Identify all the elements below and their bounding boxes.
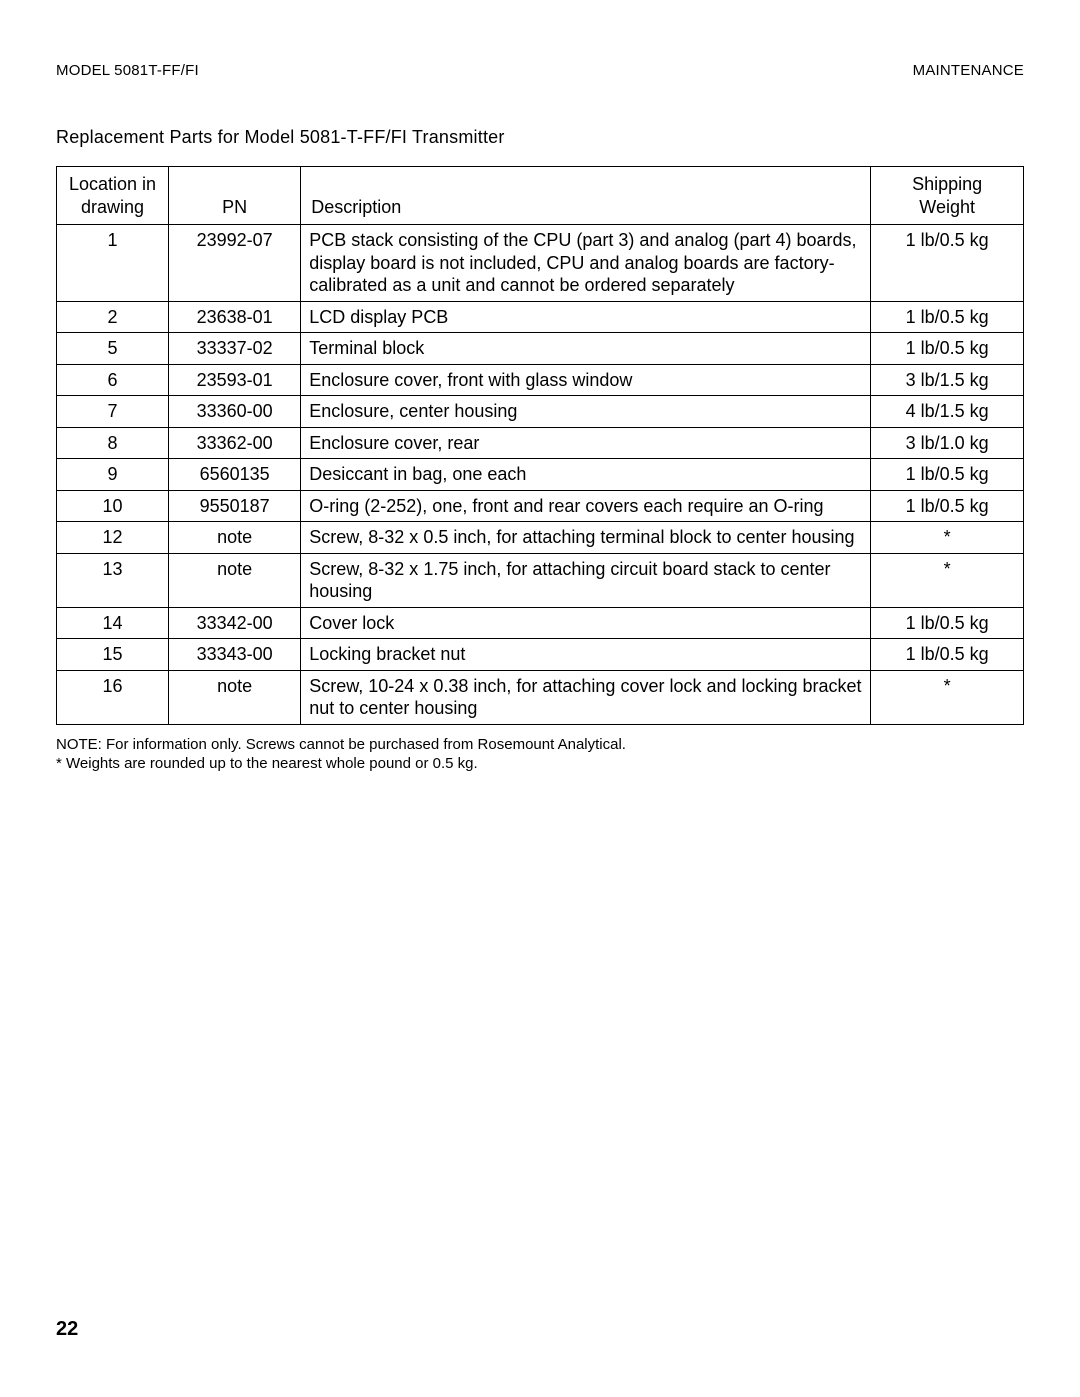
cell-description: Screw, 10-24 x 0.38 inch, for attaching … [301,670,871,724]
cell-weight: * [871,522,1024,554]
col-header-pn-spacer [177,173,292,196]
table-row: 16noteScrew, 10-24 x 0.38 inch, for atta… [57,670,1024,724]
cell-pn: 23593-01 [168,364,300,396]
table-row: 1433342-00Cover lock1 lb/0.5 kg [57,607,1024,639]
table-row: 1533343-00Locking bracket nut1 lb/0.5 kg [57,639,1024,671]
cell-location: 2 [57,301,169,333]
cell-pn: note [168,553,300,607]
cell-location: 15 [57,639,169,671]
cell-description: Enclosure, center housing [301,396,871,428]
cell-description: Desiccant in bag, one each [301,459,871,491]
cell-pn: 23638-01 [168,301,300,333]
table-title: Replacement Parts for Model 5081-T-FF/FI… [56,127,1024,148]
cell-weight: 1 lb/0.5 kg [871,490,1024,522]
cell-description: Cover lock [301,607,871,639]
table-row: 12noteScrew, 8-32 x 0.5 inch, for attach… [57,522,1024,554]
table-row: 96560135Desiccant in bag, one each1 lb/0… [57,459,1024,491]
table-body: 123992-07PCB stack consisting of the CPU… [57,225,1024,725]
cell-location: 10 [57,490,169,522]
col-header-weight-line1: Shipping [879,173,1015,196]
col-header-desc-label: Description [311,196,862,219]
cell-weight: 1 lb/0.5 kg [871,333,1024,365]
col-header-description: Description [301,167,871,225]
col-header-location: Location in drawing [57,167,169,225]
table-row: 733360-00Enclosure, center housing4 lb/1… [57,396,1024,428]
table-header-row: Location in drawing PN Description Shipp… [57,167,1024,225]
cell-location: 6 [57,364,169,396]
cell-weight: 4 lb/1.5 kg [871,396,1024,428]
cell-pn: 33343-00 [168,639,300,671]
cell-location: 7 [57,396,169,428]
parts-table: Location in drawing PN Description Shipp… [56,166,1024,725]
cell-pn: note [168,522,300,554]
table-row: 833362-00Enclosure cover, rear3 lb/1.0 k… [57,427,1024,459]
cell-pn: 33342-00 [168,607,300,639]
cell-weight: * [871,670,1024,724]
cell-weight: 1 lb/0.5 kg [871,225,1024,302]
cell-weight: 1 lb/0.5 kg [871,301,1024,333]
cell-weight: 3 lb/1.0 kg [871,427,1024,459]
table-row: 623593-01Enclosure cover, front with gla… [57,364,1024,396]
cell-description: Locking bracket nut [301,639,871,671]
cell-location: 14 [57,607,169,639]
footnotes: NOTE: For information only. Screws canno… [56,735,1024,774]
header-right: MAINTENANCE [913,62,1024,79]
cell-description: O-ring (2-252), one, front and rear cove… [301,490,871,522]
cell-pn: note [168,670,300,724]
col-header-location-line2: drawing [65,196,160,219]
footnote-line2: * Weights are rounded up to the nearest … [56,754,1024,774]
cell-pn: 33337-02 [168,333,300,365]
cell-description: Enclosure cover, rear [301,427,871,459]
cell-description: Enclosure cover, front with glass window [301,364,871,396]
page-number: 22 [56,1318,78,1341]
cell-description: Terminal block [301,333,871,365]
cell-description: PCB stack consisting of the CPU (part 3)… [301,225,871,302]
table-row: 13noteScrew, 8-32 x 1.75 inch, for attac… [57,553,1024,607]
col-header-weight-line2: Weight [879,196,1015,219]
col-header-pn-label: PN [177,196,292,219]
cell-location: 16 [57,670,169,724]
cell-pn: 33360-00 [168,396,300,428]
col-header-location-line1: Location in [65,173,160,196]
cell-pn: 23992-07 [168,225,300,302]
cell-location: 1 [57,225,169,302]
header-left: MODEL 5081T-FF/FI [56,62,199,79]
document-page: MODEL 5081T-FF/FI MAINTENANCE Replacemen… [0,0,1080,1397]
table-row: 109550187O-ring (2-252), one, front and … [57,490,1024,522]
cell-weight: * [871,553,1024,607]
col-header-pn: PN [168,167,300,225]
cell-location: 9 [57,459,169,491]
col-header-weight: Shipping Weight [871,167,1024,225]
table-row: 123992-07PCB stack consisting of the CPU… [57,225,1024,302]
table-row: 223638-01LCD display PCB1 lb/0.5 kg [57,301,1024,333]
cell-weight: 3 lb/1.5 kg [871,364,1024,396]
cell-description: Screw, 8-32 x 0.5 inch, for attaching te… [301,522,871,554]
col-header-desc-spacer [311,173,862,196]
cell-location: 8 [57,427,169,459]
cell-pn: 9550187 [168,490,300,522]
cell-weight: 1 lb/0.5 kg [871,639,1024,671]
footnote-line1: NOTE: For information only. Screws canno… [56,735,1024,755]
cell-pn: 33362-00 [168,427,300,459]
cell-weight: 1 lb/0.5 kg [871,607,1024,639]
cell-pn: 6560135 [168,459,300,491]
cell-location: 5 [57,333,169,365]
page-header: MODEL 5081T-FF/FI MAINTENANCE [56,62,1024,79]
cell-location: 12 [57,522,169,554]
cell-location: 13 [57,553,169,607]
cell-description: Screw, 8-32 x 1.75 inch, for attaching c… [301,553,871,607]
cell-description: LCD display PCB [301,301,871,333]
table-row: 533337-02Terminal block1 lb/0.5 kg [57,333,1024,365]
cell-weight: 1 lb/0.5 kg [871,459,1024,491]
